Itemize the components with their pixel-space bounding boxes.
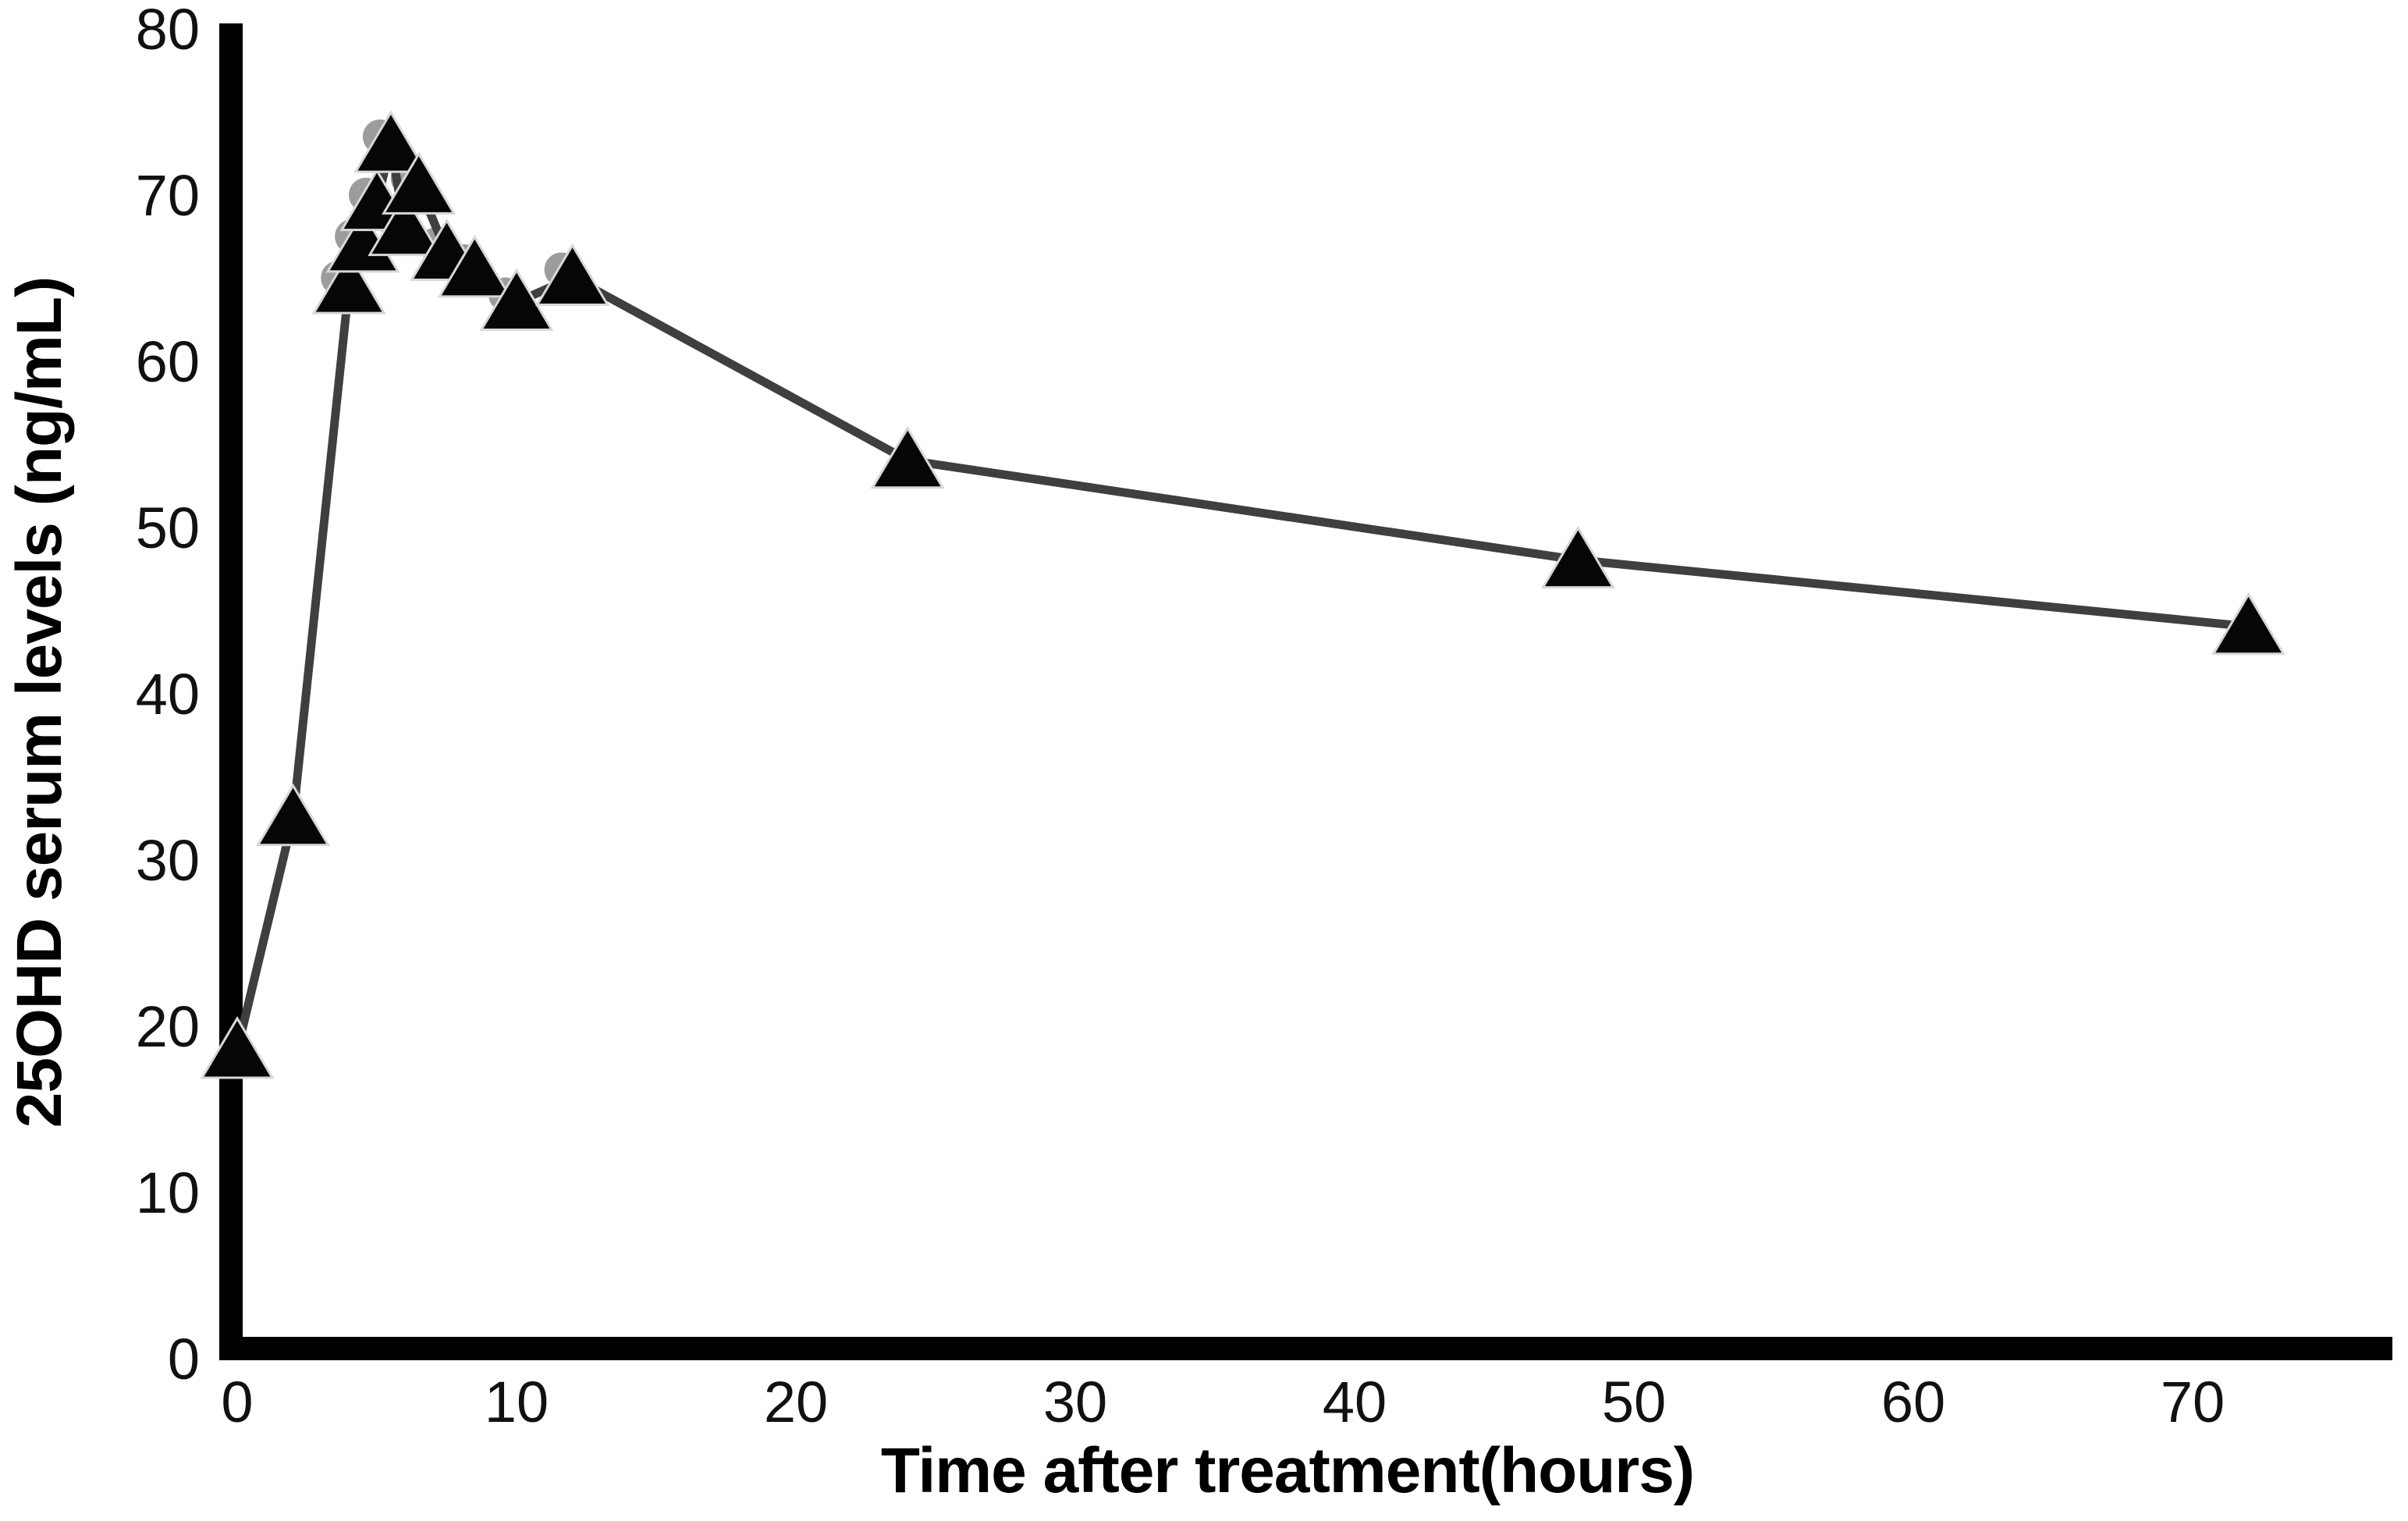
y-tick-label: 20 [136,994,200,1059]
x-tick-label: 10 [485,1370,549,1434]
data-point-marker [311,251,386,315]
x-tick-label: 20 [764,1370,828,1434]
y-axis-tick-labels: 0 10 20 30 40 50 60 70 80 [136,0,200,1391]
y-tick-label: 40 [136,662,200,727]
data-point-marker [2211,592,2286,656]
x-tick-label: 70 [2161,1370,2225,1434]
x-axis-tick-labels: 0 10 20 30 40 50 60 70 [221,1370,2225,1434]
x-tick-label: 50 [1602,1370,1666,1434]
y-tick-label: 30 [136,828,200,893]
x-axis-title: Time after treatment(hours) [881,1435,1694,1506]
y-tick-label: 60 [136,329,200,394]
y-tick-label: 50 [136,496,200,560]
data-point-marker [200,1016,275,1079]
x-tick-label: 60 [1881,1370,1945,1434]
x-axis-line [219,1337,2392,1360]
y-axis-title: 25OHD serum levels (ng/mL) [4,277,75,1128]
series-markers [200,110,2286,1079]
x-tick-label: 0 [221,1370,253,1434]
y-tick-label: 70 [136,163,200,228]
data-point-marker [870,425,945,489]
data-point-marker [255,783,331,847]
data-point-marker [353,110,428,173]
y-axis-line [219,23,243,1360]
y-tick-label: 10 [136,1160,200,1225]
x-tick-label: 40 [1323,1370,1387,1434]
data-point-marker [368,193,442,257]
data-point-marker [1540,525,1616,589]
y-tick-label: 0 [168,1327,200,1391]
data-point-marker [535,243,610,306]
x-tick-label: 30 [1043,1370,1107,1434]
data-point-marker [437,234,512,298]
data-point-marker [479,268,554,331]
y-tick-label: 80 [136,0,200,62]
data-point-marker [382,151,456,215]
